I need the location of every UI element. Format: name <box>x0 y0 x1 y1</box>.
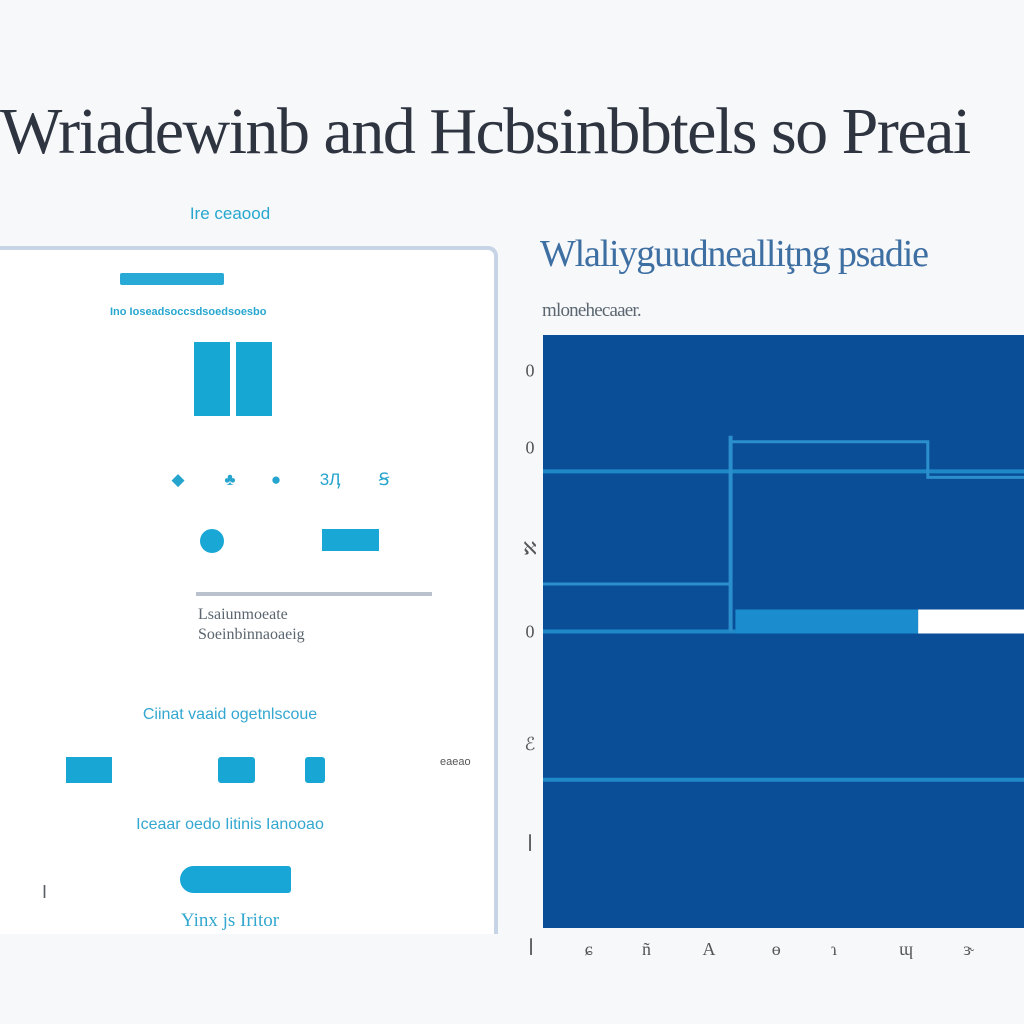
dot-icon[interactable]: ● <box>270 470 282 489</box>
column-block-right[interactable] <box>236 342 272 416</box>
option-block-2[interactable] <box>218 757 255 783</box>
s-icon[interactable]: Ꞩ <box>378 470 390 489</box>
divider <box>196 592 432 596</box>
page-title: Wriadewinb and Hcbsinbbtels so Preai <box>0 95 971 168</box>
section-label-2: Iceaar oedo Iitinis Ianooao <box>136 816 324 833</box>
x-tick-label-0: ꟾ <box>528 938 533 959</box>
x-tick-label-3: A <box>702 939 715 959</box>
y-tick-label-0: 0 <box>526 361 535 381</box>
panel-subtitle: Ino Ioseadsoccsdsoedsoesbo <box>110 306 267 318</box>
chart-subtitle: mlonehecaaer. <box>542 300 642 321</box>
series-line <box>543 440 1024 586</box>
option-block-1[interactable] <box>66 757 112 783</box>
x-tick-label-4: ɵ <box>772 939 781 959</box>
y-tick-label-2: ℵ <box>523 538 536 558</box>
x-tick-label-6: ɰ <box>899 939 913 959</box>
drop-icon[interactable]: ◆ <box>171 470 185 489</box>
chart-title: Wlaliyguudnealliţng psadie <box>540 233 929 275</box>
radio-dot[interactable] <box>200 529 224 553</box>
series-highlight <box>735 609 919 634</box>
toggle-block[interactable] <box>322 529 379 551</box>
column-block-left[interactable] <box>194 342 230 416</box>
text-line-2: Soeinbinnaoaeig <box>198 626 305 643</box>
panel-caption: Ire ceaood <box>189 204 271 223</box>
y-tick-label-3: 0 <box>526 622 535 642</box>
number-icon[interactable]: 3Ӆ <box>319 470 341 489</box>
text-line-1: Lsaiunmoeate <box>198 606 288 623</box>
series-gap <box>918 609 1024 634</box>
cluster-icon[interactable]: ♣ <box>224 470 236 489</box>
y-tick-label-5: ꟾ <box>527 834 532 855</box>
y-tick-label-4: ℰ <box>525 734 536 754</box>
section-label-1: Ciinat vaaid ogetnlscoue <box>142 706 318 723</box>
option-block-3[interactable] <box>305 757 325 783</box>
side-mark: I <box>42 882 48 902</box>
x-tick-label-5: ɿ <box>831 939 837 959</box>
panel-header-bar <box>120 273 224 285</box>
primary-button[interactable] <box>180 866 291 893</box>
footer-label: Yinx js Iritor <box>180 910 280 931</box>
x-tick-label-7: ɝ <box>963 939 974 959</box>
y-tick-label-1: 0 <box>526 438 535 458</box>
x-tick-label-1: ɕ <box>585 939 593 959</box>
small-label: eaeao <box>440 756 471 768</box>
x-tick-label-2: ñ <box>642 939 651 959</box>
